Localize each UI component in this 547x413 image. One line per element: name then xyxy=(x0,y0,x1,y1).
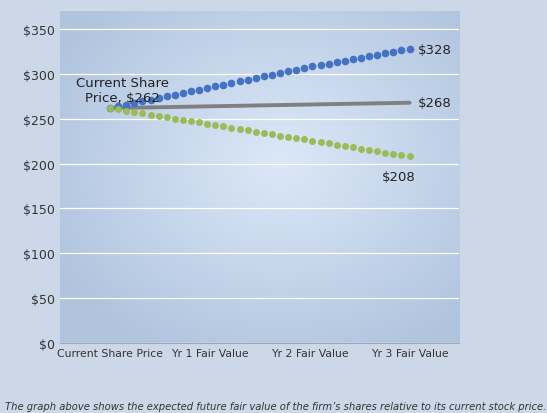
Text: $328: $328 xyxy=(417,43,451,57)
Text: The graph above shows the expected future fair value of the firm’s shares relati: The graph above shows the expected futur… xyxy=(5,401,546,411)
Text: $268: $268 xyxy=(417,97,451,110)
Text: Current Share
Price, $262: Current Share Price, $262 xyxy=(75,77,168,104)
Text: $208: $208 xyxy=(382,170,415,183)
